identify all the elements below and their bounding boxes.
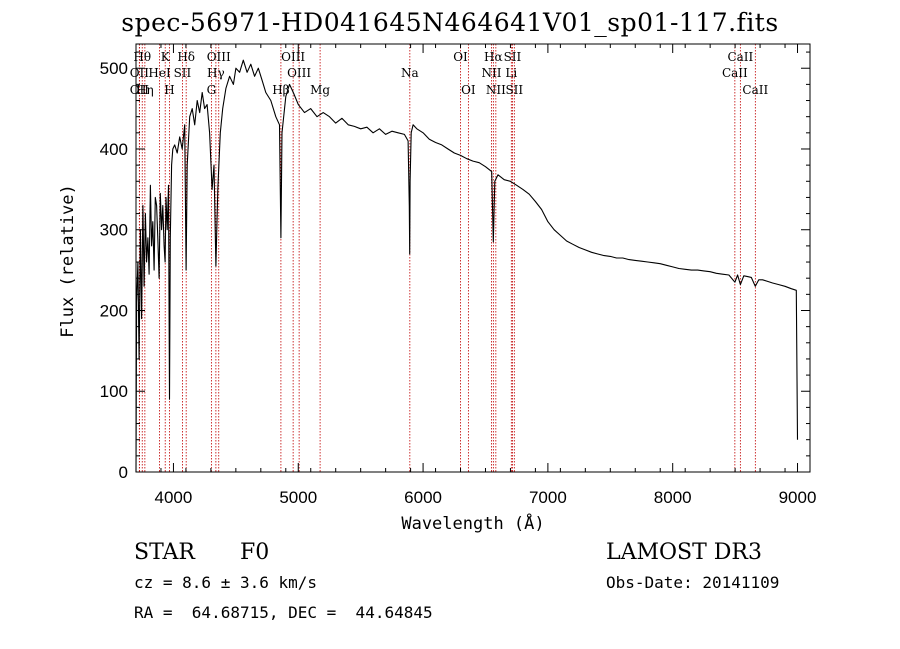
line-label-25: CaII [722,66,748,80]
axis-ticks: 4000 5000 6000 7000 8000 9000 0 100 200 300 400 500 [100,44,817,507]
x-tick-label-8000: 8000 [654,488,692,507]
subclass: F0 [240,540,270,565]
line-label-15: Mg [310,83,330,97]
x-tick-label-9000: 9000 [779,488,817,507]
line-label-14: OIII [287,66,311,80]
object-class: STAR [134,540,195,565]
line-label-13: OIII [281,50,305,64]
line-label-16: Na [401,66,419,80]
spectral-line-markers [138,44,756,472]
x-tick-label-6000: 6000 [404,488,442,507]
x-tick-label-7000: 7000 [529,488,567,507]
spectral-line-labels: HθOIIOIIHηHeIKHSIIHδGHγOIIIHβOIIIOIIIMgN… [130,50,769,97]
line-label-9: G [207,83,217,97]
line-label-3: Hη [136,83,154,97]
line-label-7: SII [174,66,192,80]
x-tick-label-5000: 5000 [279,488,317,507]
line-label-1: OII [130,66,150,80]
survey-name: LAMOST DR3 [606,540,762,565]
line-label-22: Li [505,66,517,80]
line-label-19: NII [481,66,501,80]
y-axis-label: Flux (relative) [58,184,78,338]
series-spectrum [135,59,799,473]
x-axis-label: Wavelength (Å) [401,512,544,534]
x-tick-label-4000: 4000 [155,488,193,507]
line-label-6: H [164,83,174,97]
obs-date: Obs-Date: 20141109 [606,573,780,592]
line-label-2: OII [130,83,150,97]
line-label-11: OIII [207,50,231,64]
line-label-17: OI [453,50,468,64]
line-label-8: Hδ [177,50,195,64]
line-label-4: HeI [148,66,171,80]
line-label-21: NII [486,83,506,97]
y-tick-label-200: 200 [100,301,128,320]
plot-frame [135,43,811,473]
line-label-10: Hγ [207,66,225,80]
line-label-18: OI [461,83,476,97]
line-label-20: Hα [484,50,503,64]
coordinates: RA = 64.68715, DEC = 44.64845 [134,603,433,622]
line-label-24: SII [505,83,523,97]
line-label-12: Hβ [272,83,289,97]
y-tick-label-100: 100 [100,382,128,401]
y-tick-label-300: 300 [100,221,128,240]
y-tick-label-0: 0 [119,463,128,482]
y-tick-label-400: 400 [100,140,128,159]
line-label-5: K [161,50,171,64]
line-label-23: SII [504,50,522,64]
line-label-26: CaII [727,50,753,64]
redshift-cz: cz = 8.6 ± 3.6 km/s [134,573,318,592]
line-label-0: Hθ [133,50,151,64]
y-tick-label-500: 500 [100,59,128,78]
series-layer [135,59,799,473]
chart-title: spec-56971-HD041645N464641V01_sp01-117.f… [121,8,779,37]
line-label-27: CaII [742,83,768,97]
